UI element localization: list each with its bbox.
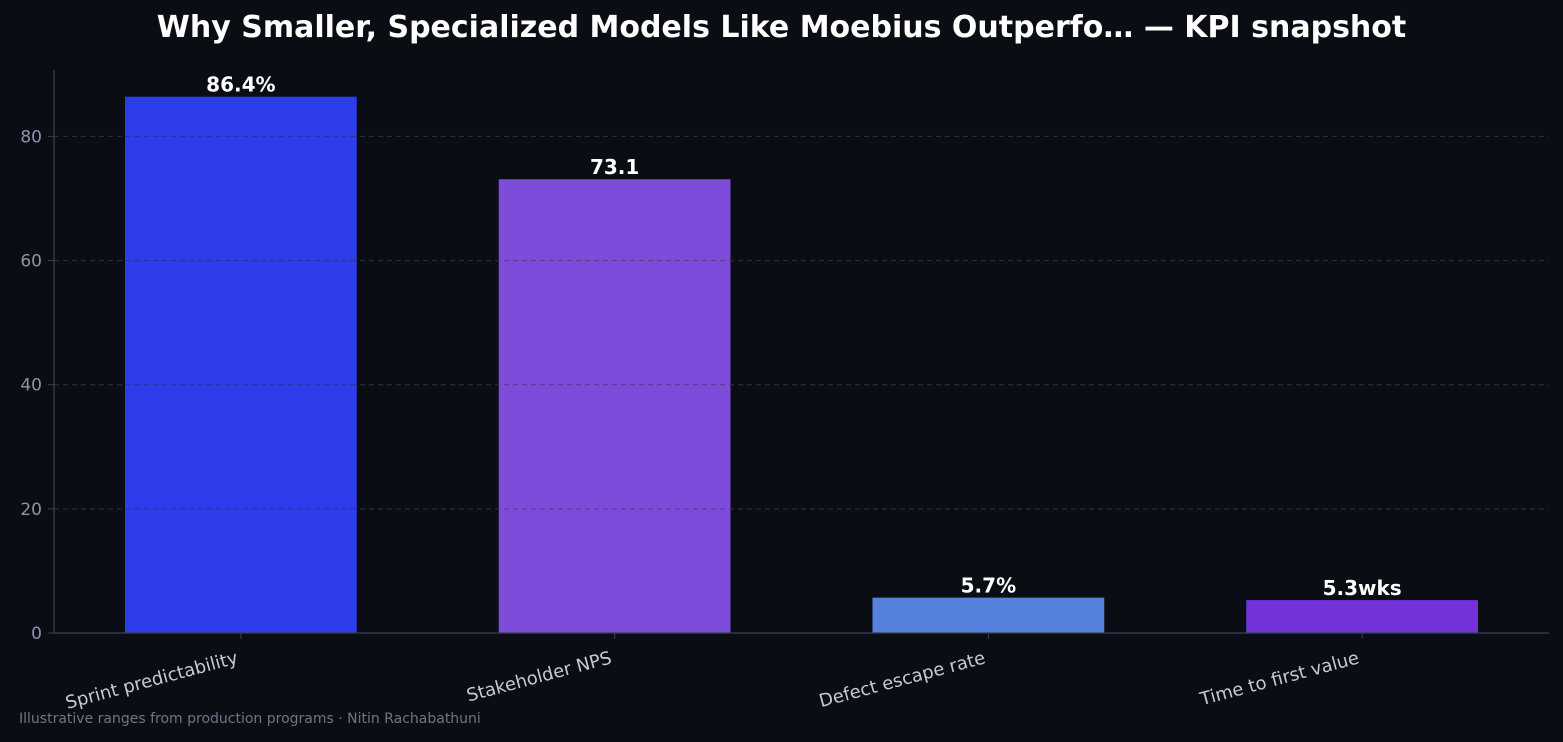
y-tick-label: 0 [31, 624, 42, 644]
x-tick-label: Time to first value [1197, 648, 1361, 711]
footer-caption: Illustrative ranges from production prog… [19, 711, 481, 727]
chart-title: Why Smaller, Specialized Models Like Moe… [156, 10, 1407, 45]
y-tick-label: 60 [20, 252, 42, 272]
bar [1246, 600, 1478, 633]
x-tick-label: Sprint predictability [63, 647, 240, 713]
bar [498, 179, 731, 633]
data-label: 73.1 [590, 155, 639, 179]
y-tick-label: 20 [20, 500, 42, 520]
x-tick-label: Defect escape rate [817, 648, 988, 713]
data-label: 5.3wks [1323, 576, 1402, 600]
axes [48, 70, 1549, 639]
bar [125, 96, 357, 634]
y-tick-label: 40 [20, 376, 42, 396]
data-label: 86.4% [206, 73, 275, 97]
bar [872, 597, 1105, 633]
y-tick-label: 80 [20, 127, 42, 147]
bars [54, 96, 1549, 634]
x-tick-label: Stakeholder NPS [464, 648, 614, 707]
data-label: 5.7% [961, 574, 1016, 598]
